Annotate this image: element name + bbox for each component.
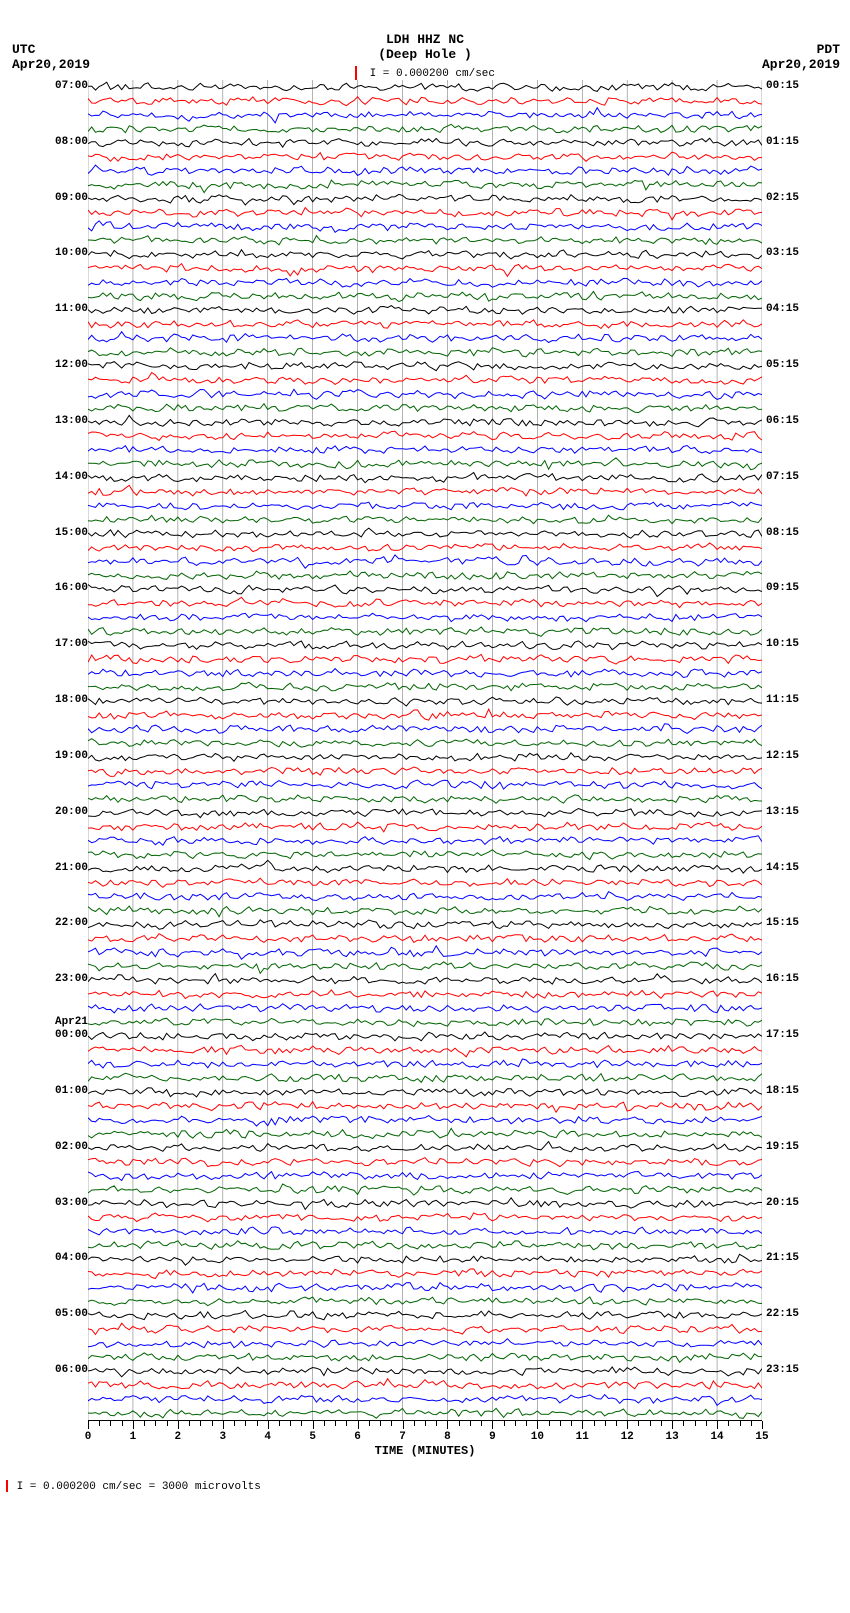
plot-area — [88, 80, 762, 1420]
utc-time-label: 18:00 — [30, 695, 88, 706]
pdt-time-label: 01:15 — [766, 137, 824, 148]
utc-time-label: 02:00 — [30, 1142, 88, 1153]
pdt-time-label: 09:15 — [766, 583, 824, 594]
seismogram-svg — [88, 80, 762, 1420]
utc-time-label: 13:00 — [30, 416, 88, 427]
utc-time-label: 21:00 — [30, 863, 88, 874]
pdt-time-label: 14:15 — [766, 863, 824, 874]
utc-time-label: 20:00 — [30, 807, 88, 818]
pdt-time-label: 07:15 — [766, 472, 824, 483]
x-tick-label: 2 — [175, 1431, 182, 1443]
x-tick-label: 14 — [710, 1431, 723, 1443]
pdt-time-label: 11:15 — [766, 695, 824, 706]
x-tick-label: 11 — [576, 1431, 589, 1443]
utc-time-label: 19:00 — [30, 751, 88, 762]
utc-time-label: 16:00 — [30, 583, 88, 594]
utc-time-label: 03:00 — [30, 1198, 88, 1209]
footer-note-text: I = 0.000200 cm/sec = 3000 microvolts — [17, 1481, 261, 1493]
pdt-time-label: 16:15 — [766, 974, 824, 985]
station-title: LDH HHZ NC — [0, 32, 850, 47]
pdt-time-label: 08:15 — [766, 528, 824, 539]
utc-time-label: 15:00 — [30, 528, 88, 539]
x-tick-label: 8 — [444, 1431, 451, 1443]
pdt-time-label: 22:15 — [766, 1309, 824, 1320]
pdt-time-label: 03:15 — [766, 248, 824, 259]
pdt-time-label: 17:15 — [766, 1030, 824, 1041]
footer-bar-icon — [6, 1480, 8, 1492]
utc-time-label: 17:00 — [30, 639, 88, 650]
utc-time-label: 23:00 — [30, 974, 88, 985]
scale-bar-icon — [355, 66, 357, 80]
utc-time-label: 22:00 — [30, 918, 88, 929]
utc-time-label: 00:00 — [30, 1030, 88, 1041]
x-tick-label: 15 — [755, 1431, 768, 1443]
pdt-time-labels: 00:1501:1502:1503:1504:1505:1506:1507:15… — [762, 80, 820, 1420]
x-axis-title: TIME (MINUTES) — [88, 1444, 762, 1458]
helicorder-plot: 07:00 08:00 09:00 10:00 11:00 12:00 13:00 14:00… — [30, 80, 820, 1460]
utc-time-labels: 07:00 08:00 09:00 10:00 11:00 12:00 13:00 14:00… — [30, 80, 88, 1420]
chart-header: UTC Apr20,2019 PDT Apr20,2019 LDH HHZ NC… — [0, 0, 850, 80]
utc-time-label: 06:00 — [30, 1365, 88, 1376]
pdt-time-label: 18:15 — [766, 1086, 824, 1097]
pdt-time-label: 05:15 — [766, 360, 824, 371]
utc-time-label: 09:00 — [30, 193, 88, 204]
footer-note: I = 0.000200 cm/sec = 3000 microvolts — [0, 1460, 850, 1503]
utc-time-label: 07:00 — [30, 81, 88, 92]
pdt-time-label: 20:15 — [766, 1198, 824, 1209]
utc-time-label: 11:00 — [30, 304, 88, 315]
x-tick-label: 1 — [130, 1431, 137, 1443]
station-subtitle: (Deep Hole ) — [0, 47, 850, 62]
pdt-time-label: 13:15 — [766, 807, 824, 818]
utc-time-label: 12:00 — [30, 360, 88, 371]
utc-time-label: 14:00 — [30, 472, 88, 483]
x-tick-label: 12 — [621, 1431, 634, 1443]
x-tick-label: 9 — [489, 1431, 496, 1443]
pdt-time-label: 12:15 — [766, 751, 824, 762]
x-tick-label: 6 — [354, 1431, 361, 1443]
pdt-time-label: 19:15 — [766, 1142, 824, 1153]
pdt-time-label: 04:15 — [766, 304, 824, 315]
utc-time-label: 08:00 — [30, 137, 88, 148]
pdt-time-label: 06:15 — [766, 416, 824, 427]
x-tick-label: 4 — [264, 1431, 271, 1443]
pdt-time-label: 15:15 — [766, 918, 824, 929]
utc-time-label: 10:00 — [30, 248, 88, 259]
utc-time-label: 04:00 — [30, 1253, 88, 1264]
pdt-time-label: 10:15 — [766, 639, 824, 650]
x-tick-label: 3 — [219, 1431, 226, 1443]
pdt-time-label: 02:15 — [766, 193, 824, 204]
scale-note-text: I = 0.000200 cm/sec — [370, 68, 495, 80]
utc-day-break-label: Apr21 — [30, 1017, 88, 1028]
x-tick-label: 5 — [309, 1431, 316, 1443]
page: UTC Apr20,2019 PDT Apr20,2019 LDH HHZ NC… — [0, 0, 850, 1503]
pdt-time-label: 23:15 — [766, 1365, 824, 1376]
utc-time-label: 05:00 — [30, 1309, 88, 1320]
pdt-time-label: 00:15 — [766, 81, 824, 92]
x-axis: 0123456789101112131415 TIME (MINUTES) — [88, 1420, 762, 1456]
pdt-time-label: 21:15 — [766, 1253, 824, 1264]
x-tick-label: 10 — [531, 1431, 544, 1443]
x-tick-label: 13 — [666, 1431, 679, 1443]
x-tick-label: 7 — [399, 1431, 406, 1443]
utc-time-label: 01:00 — [30, 1086, 88, 1097]
x-tick-label: 0 — [85, 1431, 92, 1443]
scale-note: I = 0.000200 cm/sec — [0, 66, 850, 80]
x-axis-ticks: 0123456789101112131415 — [88, 1420, 762, 1435]
